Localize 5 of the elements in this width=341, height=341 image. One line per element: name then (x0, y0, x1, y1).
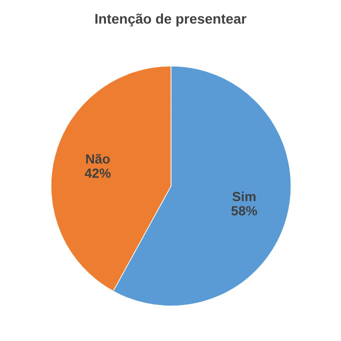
data-label: 58% (231, 206, 258, 216)
chart-title: Intenção de presentear (95, 14, 246, 26)
slice-label: Não (86, 154, 110, 164)
data-label: 42% (84, 168, 111, 178)
slice-label: Sim (232, 192, 256, 202)
